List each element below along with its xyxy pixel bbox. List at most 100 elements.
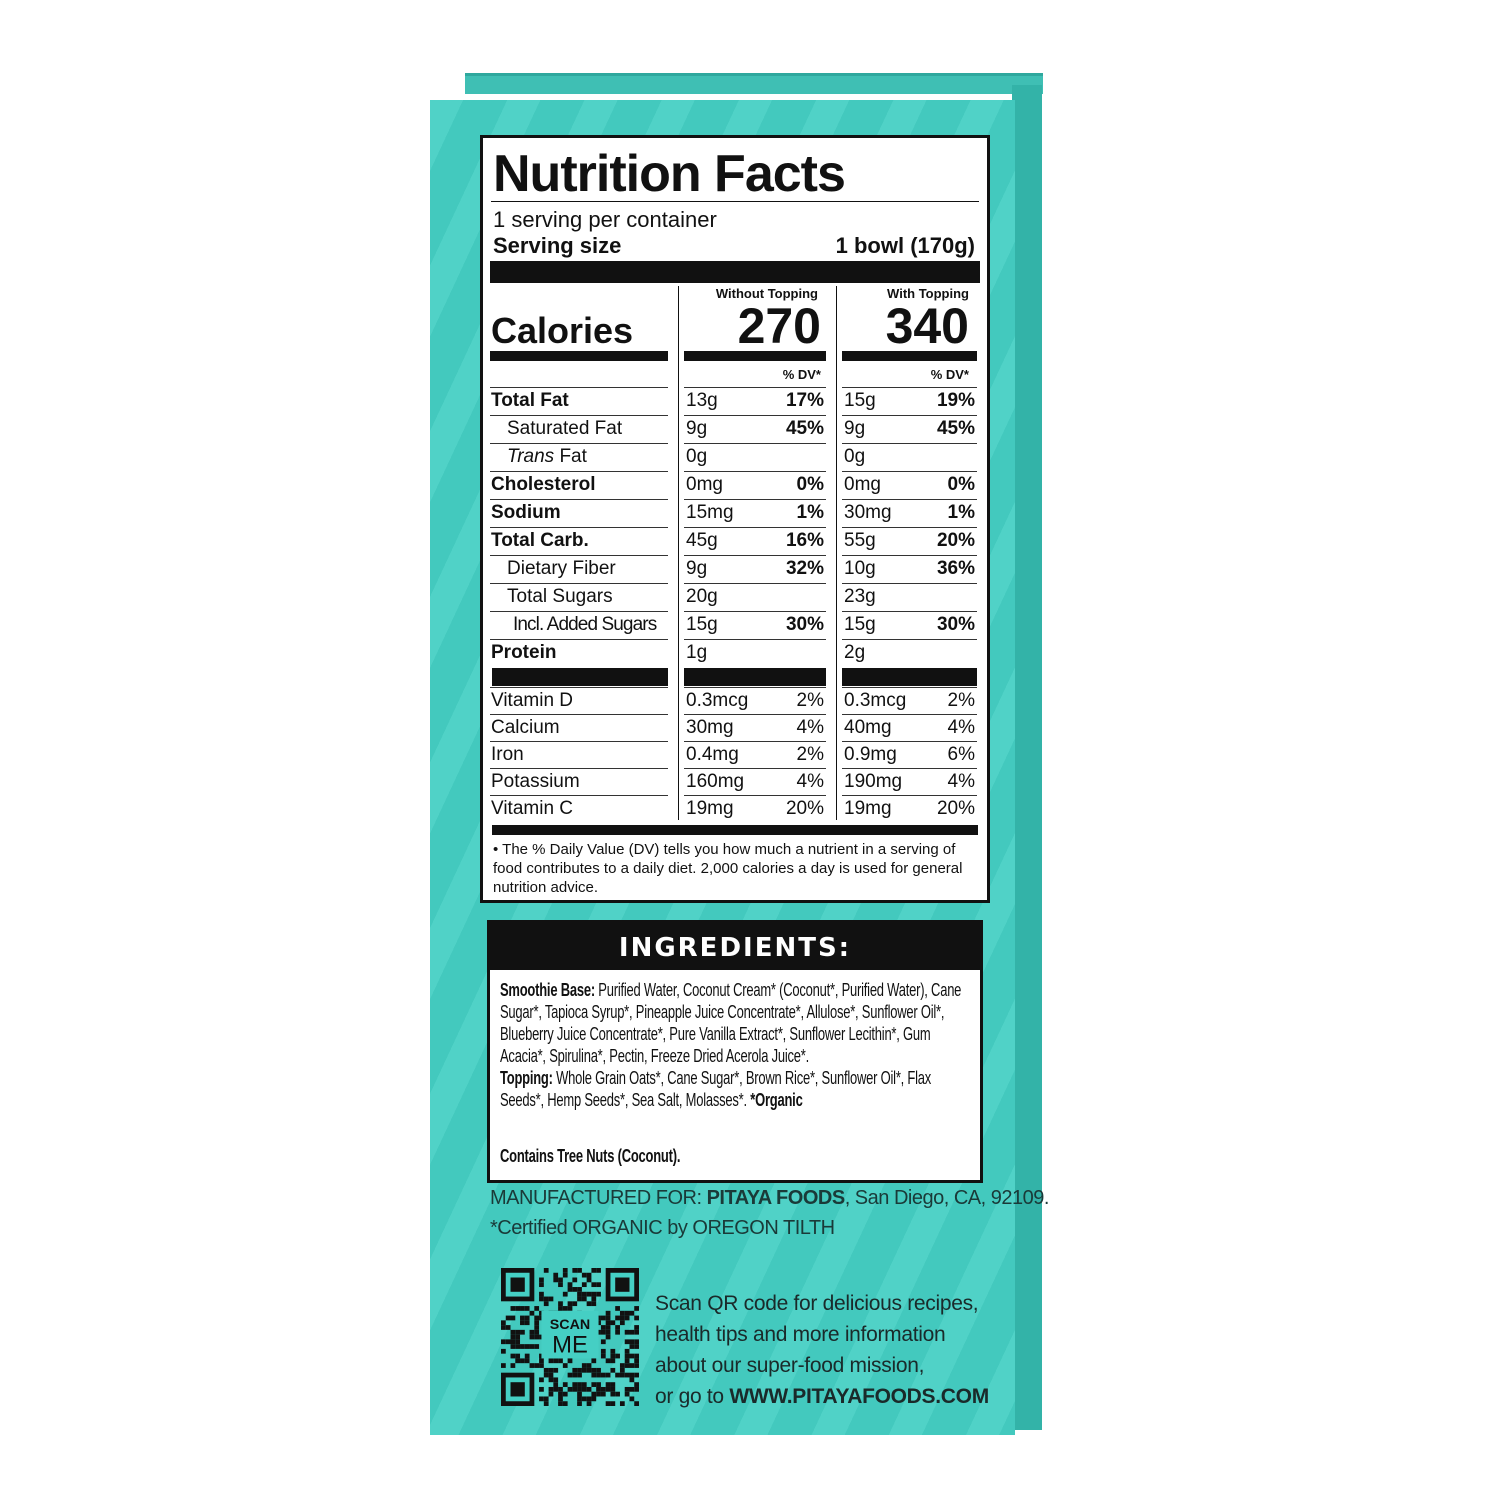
qr-module <box>634 1315 639 1321</box>
qr-module <box>634 1382 639 1387</box>
qr-module <box>539 1277 544 1283</box>
qr-module <box>605 1386 611 1392</box>
qr-module <box>591 1391 597 1397</box>
qr-module <box>539 1358 544 1364</box>
nutrient-dv: 30% <box>785 614 824 635</box>
qr-module <box>586 1291 592 1297</box>
serving-size-value: 1 bowl (170g) <box>835 233 975 258</box>
qr-module <box>577 1396 582 1402</box>
qr-module <box>605 1325 611 1330</box>
column-divider <box>836 286 837 820</box>
qr-badge-me: ME <box>552 1332 588 1359</box>
qr-module <box>581 1282 587 1288</box>
nutrient-amount: 0.3mcg <box>844 690 907 711</box>
qr-module <box>505 1339 511 1345</box>
qr-module <box>548 1377 554 1383</box>
qr-module <box>591 1382 597 1387</box>
qr-module <box>515 1334 521 1340</box>
qr-module <box>586 1396 592 1402</box>
qr-module <box>501 1325 506 1330</box>
calories-label: Calories <box>491 310 634 351</box>
servings-per-container: 1 serving per container <box>493 207 717 232</box>
row-divider <box>490 687 668 688</box>
qr-module <box>605 1382 611 1387</box>
qr-module <box>586 1367 592 1373</box>
qr-code[interactable]: SCAN ME <box>498 1268 642 1406</box>
qr-module <box>596 1386 601 1392</box>
nutrient-amount: 0g <box>686 446 708 467</box>
nutrient-dv: 16% <box>785 530 824 551</box>
qr-module <box>624 1363 630 1368</box>
url-prefix: or go to <box>655 1385 730 1408</box>
qr-module <box>534 1363 540 1368</box>
qr-finder <box>510 1382 525 1397</box>
qr-module <box>539 1310 544 1316</box>
nutrient-dv: 4% <box>947 771 975 792</box>
qr-module <box>615 1329 620 1335</box>
row-divider <box>490 795 668 796</box>
qr-module <box>619 1372 625 1378</box>
qr-module <box>581 1367 587 1373</box>
qr-module <box>572 1367 578 1373</box>
website-link[interactable]: WWW.PITAYAFOODS.COM <box>729 1385 989 1408</box>
row-divider <box>842 639 977 640</box>
qr-module <box>591 1372 597 1378</box>
qr-module <box>539 1291 544 1297</box>
qr-module <box>510 1344 516 1349</box>
qr-module <box>553 1277 559 1283</box>
qr-module <box>634 1353 639 1359</box>
qr-module <box>615 1353 620 1359</box>
qr-module <box>629 1339 635 1345</box>
qr-module <box>577 1386 582 1392</box>
nutrient-amount: 19mg <box>686 798 734 819</box>
qr-module <box>600 1372 606 1378</box>
qr-module <box>520 1329 525 1335</box>
qr-module <box>529 1334 535 1340</box>
qr-module <box>558 1277 563 1283</box>
row-divider <box>684 387 826 388</box>
qr-module <box>529 1363 535 1368</box>
qr-module <box>600 1348 606 1354</box>
row-divider <box>842 795 977 796</box>
nutrient-dv: 19% <box>936 390 975 411</box>
nutrient-dv: 4% <box>947 717 975 738</box>
row-divider <box>842 443 977 444</box>
nutrient-dv: 45% <box>785 418 824 439</box>
qr-module <box>615 1315 620 1321</box>
qr-module <box>562 1391 568 1397</box>
row-divider <box>842 714 977 715</box>
qr-module <box>605 1329 611 1335</box>
qr-module <box>524 1315 530 1321</box>
qr-module <box>553 1358 559 1364</box>
qr-module <box>596 1268 601 1273</box>
qr-module <box>553 1367 559 1373</box>
qr-module <box>524 1358 530 1364</box>
qr-module <box>543 1401 549 1406</box>
nutrition-facts-title: Nutrition Facts <box>493 145 846 203</box>
qr-module <box>553 1272 559 1278</box>
qr-module <box>586 1272 592 1278</box>
qr-module <box>548 1386 554 1392</box>
qr-module <box>586 1301 592 1307</box>
qr-module <box>515 1306 521 1311</box>
qr-module <box>515 1358 521 1364</box>
qr-module <box>634 1401 639 1406</box>
footnote-text: The % Daily Value (DV) tells you how muc… <box>493 841 963 896</box>
row-divider <box>684 687 826 688</box>
qr-module <box>567 1386 573 1392</box>
qr-module <box>562 1401 568 1406</box>
qr-module <box>524 1353 530 1359</box>
qr-module <box>591 1268 597 1273</box>
row-divider <box>684 415 826 416</box>
qr-module <box>505 1315 511 1321</box>
qr-module <box>596 1372 601 1378</box>
qr-module <box>510 1315 516 1321</box>
nutrient-amount: 15g <box>686 614 718 635</box>
nutrition-facts-panel: Nutrition Facts 1 serving per container … <box>480 135 990 903</box>
qr-module <box>567 1358 573 1364</box>
qr-module <box>510 1329 516 1335</box>
qr-module <box>605 1372 611 1378</box>
qr-module <box>572 1268 578 1273</box>
qr-module <box>624 1391 630 1397</box>
row-divider <box>842 499 977 500</box>
